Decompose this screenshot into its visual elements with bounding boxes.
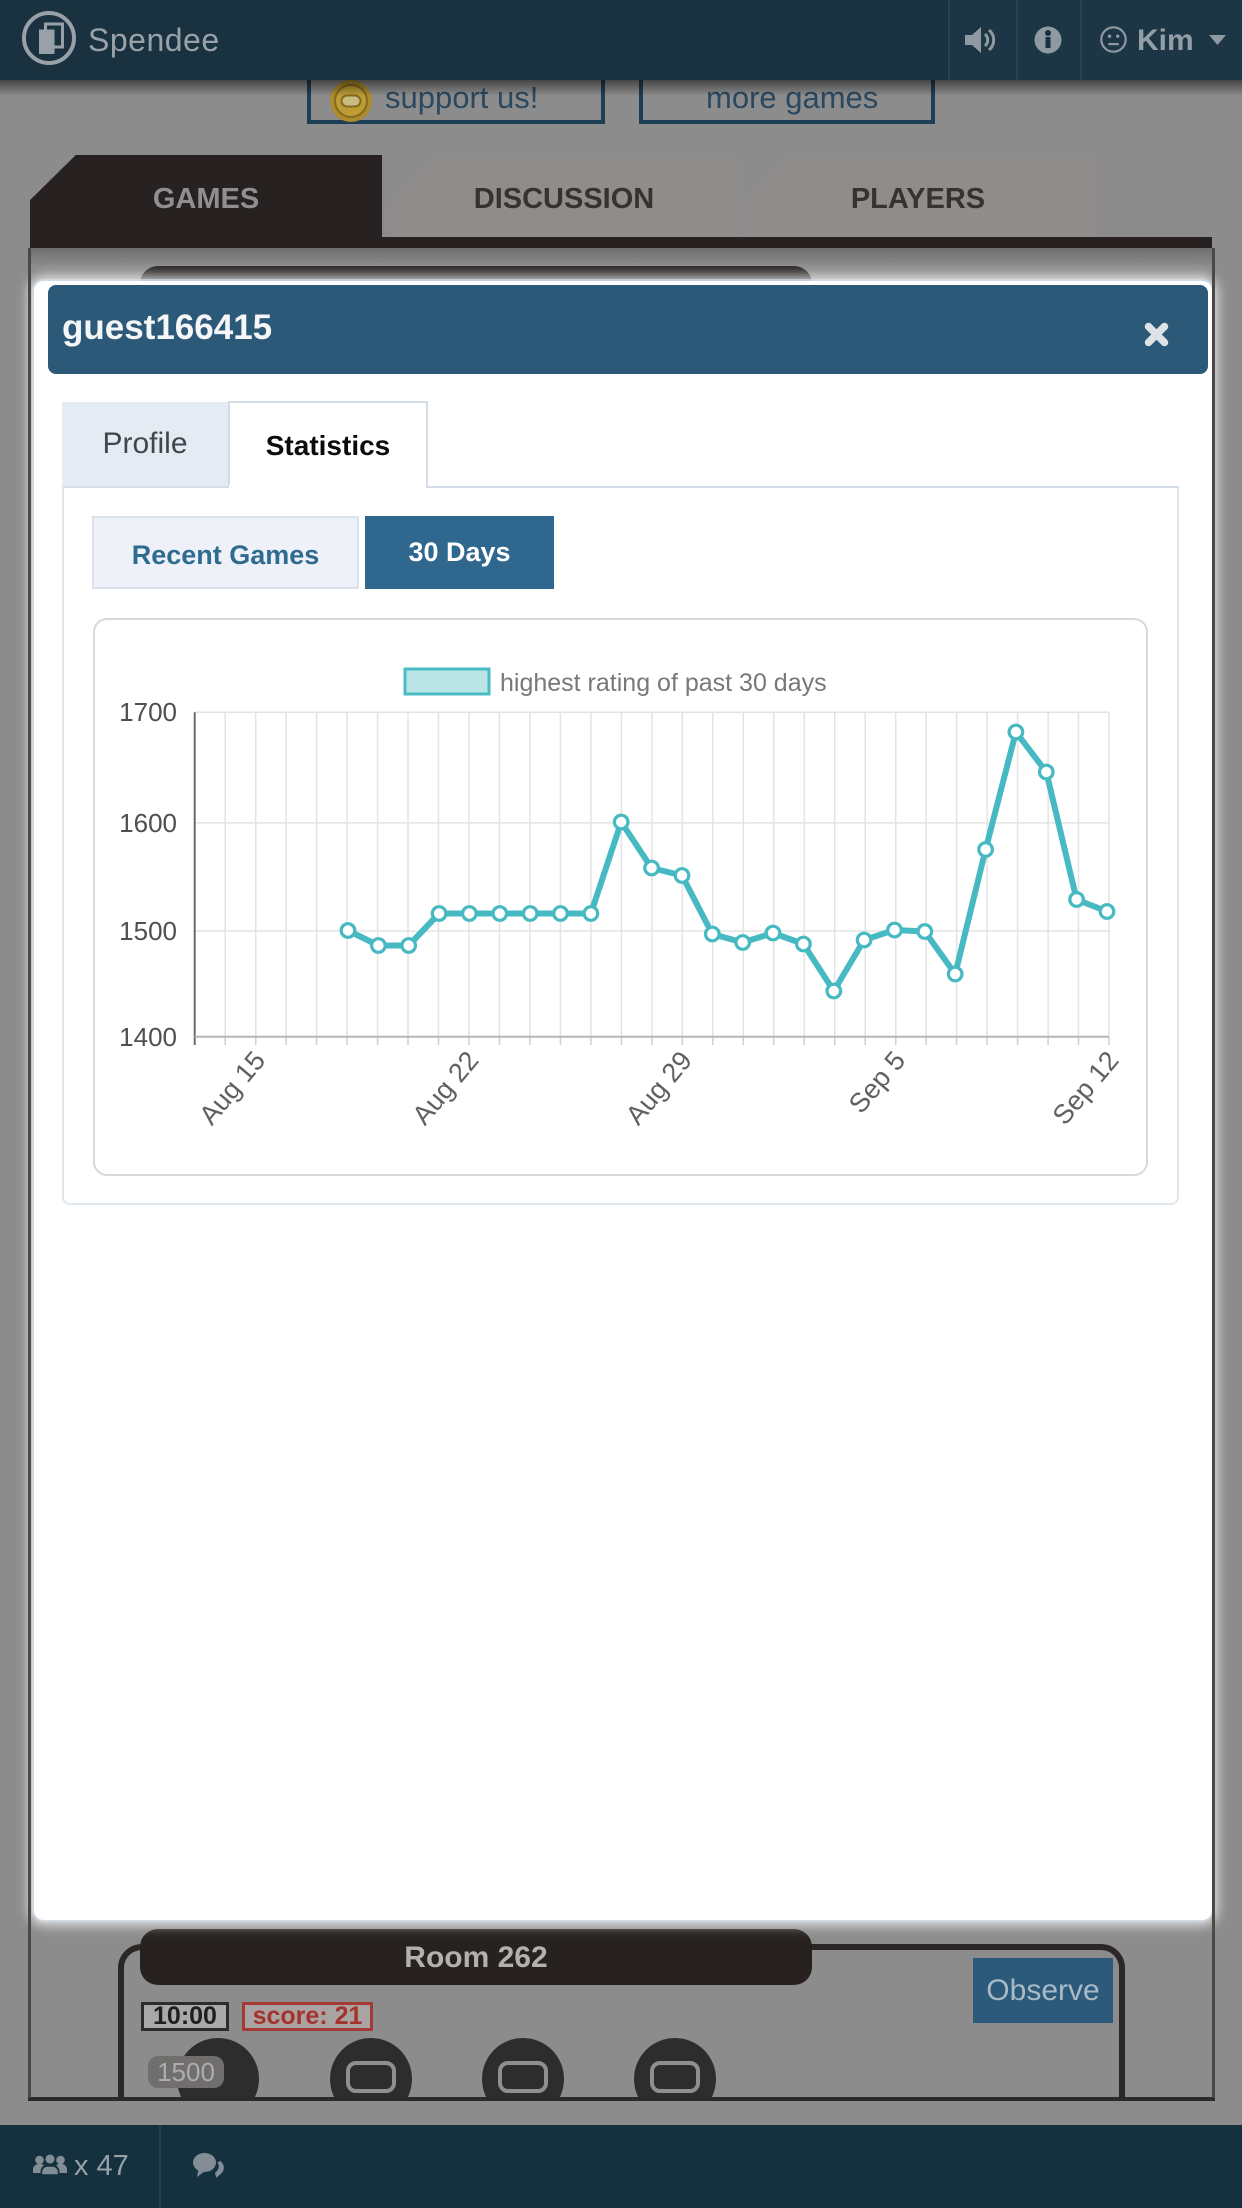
svg-text:1500: 1500 [119,916,177,946]
svg-text:Aug 22: Aug 22 [407,1046,485,1131]
svg-text:Sep 5: Sep 5 [843,1046,911,1119]
svg-text:1700: 1700 [119,697,177,727]
svg-text:highest rating of past 30 days: highest rating of past 30 days [500,669,827,697]
svg-text:Aug 29: Aug 29 [620,1046,698,1131]
svg-text:1600: 1600 [119,808,177,838]
svg-text:Aug 15: Aug 15 [193,1046,271,1131]
svg-text:1400: 1400 [119,1022,177,1052]
svg-text:Sep 12: Sep 12 [1047,1046,1125,1131]
